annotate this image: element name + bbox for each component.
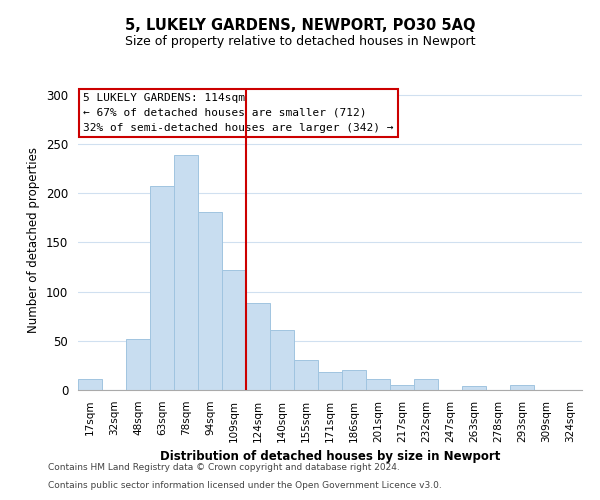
Bar	[510, 385, 534, 390]
Bar	[78, 379, 102, 390]
Text: Contains public sector information licensed under the Open Government Licence v3: Contains public sector information licen…	[48, 481, 442, 490]
Bar	[294, 360, 318, 390]
Bar	[462, 386, 486, 390]
Bar	[150, 186, 174, 390]
Text: 5, LUKELY GARDENS, NEWPORT, PO30 5AQ: 5, LUKELY GARDENS, NEWPORT, PO30 5AQ	[125, 18, 475, 32]
Bar	[174, 155, 198, 390]
Bar	[318, 372, 342, 390]
X-axis label: Distribution of detached houses by size in Newport: Distribution of detached houses by size …	[160, 450, 500, 463]
Bar	[414, 379, 438, 390]
Text: 5 LUKELY GARDENS: 114sqm
← 67% of detached houses are smaller (712)
32% of semi-: 5 LUKELY GARDENS: 114sqm ← 67% of detach…	[83, 93, 394, 132]
Bar	[198, 212, 222, 390]
Bar	[390, 385, 414, 390]
Bar	[270, 330, 294, 390]
Bar	[126, 339, 150, 390]
Bar	[246, 304, 270, 390]
Bar	[366, 379, 390, 390]
Text: Size of property relative to detached houses in Newport: Size of property relative to detached ho…	[125, 35, 475, 48]
Bar	[222, 270, 246, 390]
Bar	[342, 370, 366, 390]
Text: Contains HM Land Registry data © Crown copyright and database right 2024.: Contains HM Land Registry data © Crown c…	[48, 464, 400, 472]
Y-axis label: Number of detached properties: Number of detached properties	[28, 147, 40, 333]
